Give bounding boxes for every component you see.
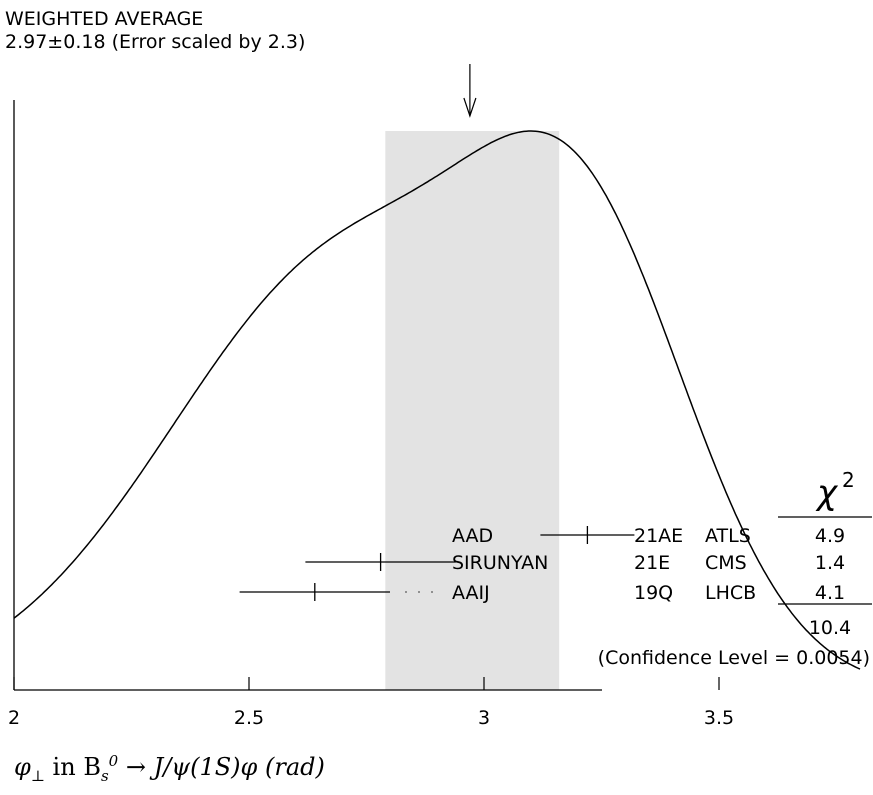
measurement-author: SIRUNYAN [452,552,548,574]
chi2-header-exponent: 2 [842,468,855,492]
weighted-average-title: WEIGHTED AVERAGE [5,8,204,30]
chi2-header: χ [815,473,839,513]
x-tick-label: 3 [478,707,490,729]
measurement-experiment: LHCB [705,582,756,604]
x-axis-label: φ⊥ in Bs0 → J/ψ(1S)φ (rad) [14,752,325,785]
average-error-band [385,131,560,690]
measurement-reference: 19Q [634,582,673,604]
chi2-total: 10.4 [809,617,851,639]
measurement-rows: AAD 21AE ATLS 4.9 SIRUNYAN 21E CMS 1.4 AAIJ 19Q LH… [239,525,845,604]
measurement-author: AAIJ [452,582,490,604]
measurement-chi2: 4.1 [815,582,845,604]
measurement-chi2: 1.4 [815,552,845,574]
weighted-average-value: 2.97±0.18 (Error scaled by 2.3) [5,31,306,53]
confidence-level: (Confidence Level = 0.0054) [598,647,870,669]
x-label-b-sub: s [100,766,109,785]
x-label-mid: in B [44,753,101,781]
ideogram-curve [13,130,861,670]
arrow-head [463,97,477,118]
measurement-chi2: 4.9 [815,525,845,547]
leader-dot [418,591,420,593]
x-axis-ticks: 22.533.544.5 [8,677,734,729]
x-label-phi-sub: ⊥ [30,766,45,785]
leader-dot [431,591,433,593]
measurement-author: AAD [452,525,493,547]
x-tick-label: 3.5 [704,707,734,729]
x-label-phi: φ [14,753,31,781]
leader-dot [405,591,407,593]
x-tick-label: 2 [8,707,20,729]
measurement-experiment: CMS [705,552,747,574]
x-label-b-sup: 0 [108,752,119,770]
x-label-tail: J/ψ(1S)φ (rad) [153,753,325,781]
measurement-experiment: ATLS [705,525,751,547]
measurement-reference: 21E [634,552,670,574]
x-tick-label: 2.5 [234,707,264,729]
weighted-average-arrow [463,64,477,118]
x-label-arrow: → [118,753,154,781]
measurement-reference: 21AE [634,525,683,547]
